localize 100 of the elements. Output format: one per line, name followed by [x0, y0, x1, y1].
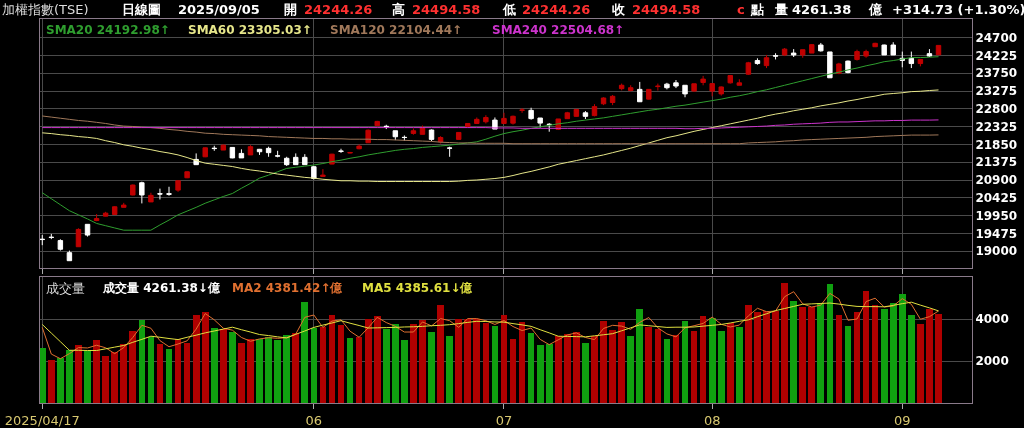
- bar: [664, 339, 670, 403]
- candlestick: [347, 151, 353, 154]
- candlestick: [637, 81, 643, 103]
- bar: [129, 331, 136, 403]
- x-tick-label: 2025/04/17: [4, 412, 80, 428]
- bar: [899, 294, 906, 403]
- bar: [510, 339, 516, 403]
- y-tick-label: 19000: [975, 244, 1018, 259]
- candlestick: [854, 49, 860, 62]
- bar: [238, 343, 245, 403]
- candlestick: [446, 146, 453, 158]
- bar: [682, 321, 688, 403]
- candlestick: [374, 120, 380, 127]
- bar: [736, 327, 743, 403]
- y-tick-label: 22800: [975, 102, 1018, 117]
- candlestick: [519, 107, 525, 114]
- bar: [428, 332, 435, 403]
- candlestick: [501, 112, 507, 125]
- candlestick: [564, 111, 571, 120]
- text: 4261.38: [792, 2, 852, 17]
- bar: [211, 328, 218, 403]
- candlestick: [763, 54, 770, 69]
- candlestick: [202, 146, 208, 158]
- bar: [609, 330, 616, 403]
- bar: [673, 335, 679, 403]
- candlestick: [238, 148, 245, 159]
- candlestick: [166, 186, 172, 197]
- bar: [120, 344, 127, 403]
- candlestick: [410, 128, 417, 136]
- candlestick: [709, 83, 715, 97]
- chart-title: 成交量: [46, 281, 85, 296]
- text: c: [737, 2, 745, 17]
- y-tick-label: 21375: [975, 155, 1018, 170]
- candlestick: [338, 148, 344, 154]
- bar: [401, 340, 408, 403]
- y-tick-label: 2000: [975, 354, 1009, 369]
- candlestick: [220, 143, 227, 151]
- bar: [247, 339, 254, 403]
- candlestick: [772, 52, 779, 60]
- candlestick: [157, 188, 163, 200]
- text: 收: [612, 2, 626, 17]
- text: MA2 4381.42↑億: [232, 281, 344, 295]
- chart-title: 加權指數(TSE): [2, 2, 89, 17]
- candlestick: [754, 57, 761, 66]
- candlestick: [682, 84, 688, 98]
- candlestick: [736, 78, 743, 86]
- bar: [564, 334, 571, 403]
- bar: [582, 343, 589, 403]
- y-tick-label: 19950: [975, 208, 1018, 223]
- bar: [455, 319, 462, 403]
- bar: [618, 322, 625, 403]
- candlestick: [799, 49, 806, 59]
- bar: [184, 343, 190, 403]
- y-tick-label: 24225: [975, 48, 1018, 63]
- bar: [166, 349, 172, 403]
- candlestick: [646, 88, 652, 100]
- line-series: [41, 56, 939, 231]
- bar: [645, 327, 652, 403]
- candlestick: [401, 134, 408, 142]
- bar: [501, 315, 507, 403]
- candlestick: [130, 184, 136, 196]
- candlestick: [392, 130, 399, 141]
- y-tick-label: 19475: [975, 226, 1018, 241]
- bar: [573, 332, 580, 403]
- x-tick-label: 08: [703, 412, 721, 428]
- bar: [473, 319, 480, 403]
- bar: [745, 305, 752, 403]
- bar: [93, 340, 100, 403]
- candlestick: [274, 150, 281, 158]
- bar: [845, 326, 851, 403]
- candlestick: [40, 234, 45, 246]
- y-tick-label: 23750: [975, 66, 1018, 81]
- bar: [763, 311, 770, 403]
- bar: [446, 336, 453, 403]
- candlestick: [102, 211, 109, 217]
- text: 高: [392, 2, 405, 17]
- bar: [383, 329, 390, 403]
- bar: [537, 345, 544, 403]
- bar: [175, 339, 181, 403]
- candlestick: [537, 117, 543, 129]
- bar: [66, 350, 73, 403]
- candlestick: [908, 51, 915, 69]
- candlestick: [926, 48, 933, 58]
- bar: [57, 358, 64, 403]
- line-series: [41, 119, 939, 130]
- candlestick: [139, 181, 145, 204]
- bar: [365, 319, 372, 403]
- bar: [836, 315, 842, 403]
- candlestick: [455, 131, 462, 140]
- bar: [781, 283, 788, 403]
- candlestick: [111, 205, 118, 216]
- candlestick: [917, 58, 924, 67]
- bar: [48, 360, 55, 403]
- candlestick: [75, 227, 82, 248]
- candlestick: [121, 202, 127, 208]
- candlestick: [265, 146, 272, 158]
- text: SMA60 23305.03↑: [188, 23, 312, 37]
- bar: [627, 336, 634, 403]
- candlestick: [872, 42, 878, 48]
- candlestick: [365, 128, 371, 144]
